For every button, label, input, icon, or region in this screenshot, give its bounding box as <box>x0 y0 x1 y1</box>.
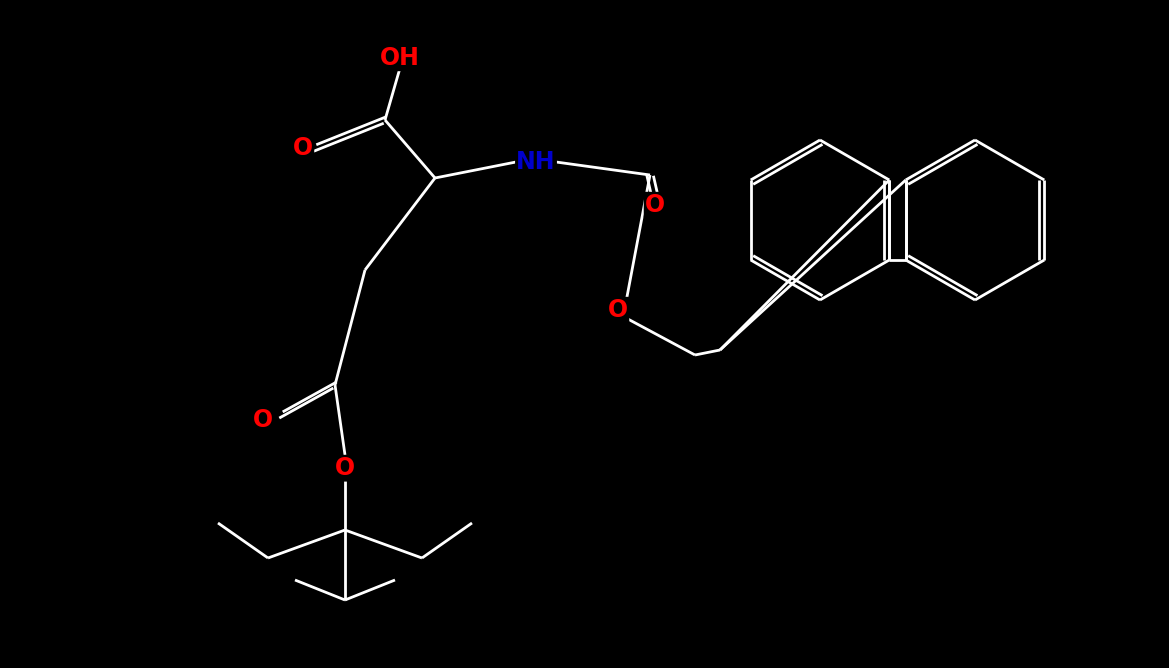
Text: O: O <box>253 408 274 432</box>
Text: OH: OH <box>380 46 420 70</box>
Text: O: O <box>336 456 355 480</box>
Text: NH: NH <box>517 150 555 174</box>
Text: O: O <box>608 298 628 322</box>
Text: O: O <box>645 193 665 217</box>
Text: O: O <box>293 136 313 160</box>
